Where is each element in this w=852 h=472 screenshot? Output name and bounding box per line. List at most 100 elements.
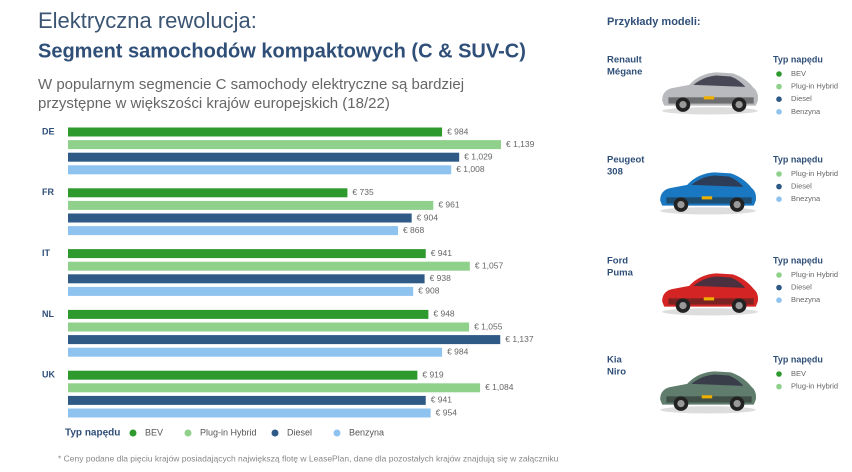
model-legend-swatch [776,284,782,291]
legend-label: BEV [145,427,163,437]
legend-label: Diesel [287,427,312,437]
value-label: € 948 [433,309,455,319]
car-image [662,72,759,115]
model-legend-swatch [776,297,782,304]
value-label: € 919 [422,369,444,379]
bar [68,213,412,223]
value-label: € 1,055 [474,321,503,331]
description: przystępne w większości krajów europejsk… [38,95,390,112]
value-label: € 984 [447,126,469,136]
legend-swatch [129,429,137,437]
model-legend-label: Benzyna [791,107,821,116]
legend-swatch [333,429,341,437]
category-label: FR [42,187,54,197]
category-label: NL [42,309,54,319]
model-legend-title: Typ napędu [773,154,823,164]
model-legend-label: Plug-in Hybrid [791,169,838,178]
value-label: € 868 [403,225,425,235]
bar [68,309,429,319]
legend-swatch [271,429,279,437]
model-name: Renault [607,55,643,66]
bar [68,200,434,210]
model-legend-swatch [776,371,782,377]
model-legend-swatch [776,383,782,390]
model-legend-label: Diesel [791,182,812,191]
model-legend-swatch [776,171,782,177]
value-label: € 1,029 [464,151,493,161]
bar [68,249,426,259]
model-legend-title: Typ napędu [773,54,823,64]
bar [68,347,443,357]
model-name: Kia [607,355,623,366]
title: Elektryczna rewolucja: [38,8,257,33]
bar [68,165,452,175]
value-label: € 908 [418,286,440,296]
category-label: DE [42,126,55,136]
legend-label: Plug-in Hybrid [200,427,257,437]
category-label: UK [42,370,55,380]
bar [68,152,460,162]
model-legend-label: Plug-in Hybrid [791,82,838,91]
car-image [662,273,759,316]
bar [68,226,398,236]
bar [68,395,426,405]
subtitle: Segment samochodów kompaktowych (C & SUV… [38,40,526,62]
legend-swatch [184,429,192,437]
legend-label: Benzyna [349,427,384,437]
model-legend-label: Bnezyna [791,295,821,304]
model-legend-label: Plug-in Hybrid [791,382,838,391]
value-label: € 735 [352,187,374,197]
model-name: Mégane [607,67,642,78]
car-image [660,172,757,215]
model-legend-label: BEV [791,69,806,78]
bar [68,383,481,393]
model-name: Niro [607,367,626,378]
model-legend-label: Bnezyna [791,194,821,203]
model-legend-swatch [776,83,782,90]
bar [68,274,425,284]
model-legend-label: BEV [791,369,806,378]
bar [68,286,414,296]
bar [68,261,470,271]
bar [68,370,418,380]
value-label: € 1,139 [506,139,535,149]
value-label: € 1,008 [456,164,485,174]
value-label: € 1,057 [475,260,504,270]
description: W popularnym segmencie C samochody elekt… [38,76,464,93]
model-name: Puma [607,268,634,279]
footnote: * Ceny podane dla pięciu krajów posiadaj… [58,453,559,463]
value-label: € 1,137 [505,334,534,344]
value-label: € 941 [431,248,453,258]
value-label: € 984 [447,346,469,356]
value-label: € 941 [431,395,453,405]
model-name: Ford [607,256,628,267]
model-legend-label: Plug-in Hybrid [791,270,838,279]
value-label: € 1,084 [485,382,514,392]
model-legend-swatch [776,272,782,278]
value-label: € 938 [430,273,452,283]
bar [68,127,443,137]
model-name: 308 [607,167,623,178]
model-legend-swatch [776,109,782,115]
value-label: € 961 [438,200,460,210]
bar [68,322,470,332]
value-label: € 954 [436,407,458,417]
models-heading: Przykłady modeli: [607,16,701,28]
legend-title: Typ napędu [65,428,120,439]
bar [68,188,348,198]
category-label: IT [42,248,51,258]
bar [68,335,501,345]
model-legend-title: Typ napędu [773,255,823,265]
car-image [660,371,757,414]
model-legend-label: Diesel [791,283,812,292]
model-legend-title: Typ napędu [773,354,823,364]
model-legend-swatch [776,71,782,77]
model-legend-swatch [776,196,782,202]
model-legend-label: Diesel [791,94,812,103]
bar [68,140,501,150]
model-legend-swatch [776,96,782,102]
bar [68,408,431,418]
value-label: € 904 [417,212,439,222]
model-name: Peugeot [607,155,645,166]
